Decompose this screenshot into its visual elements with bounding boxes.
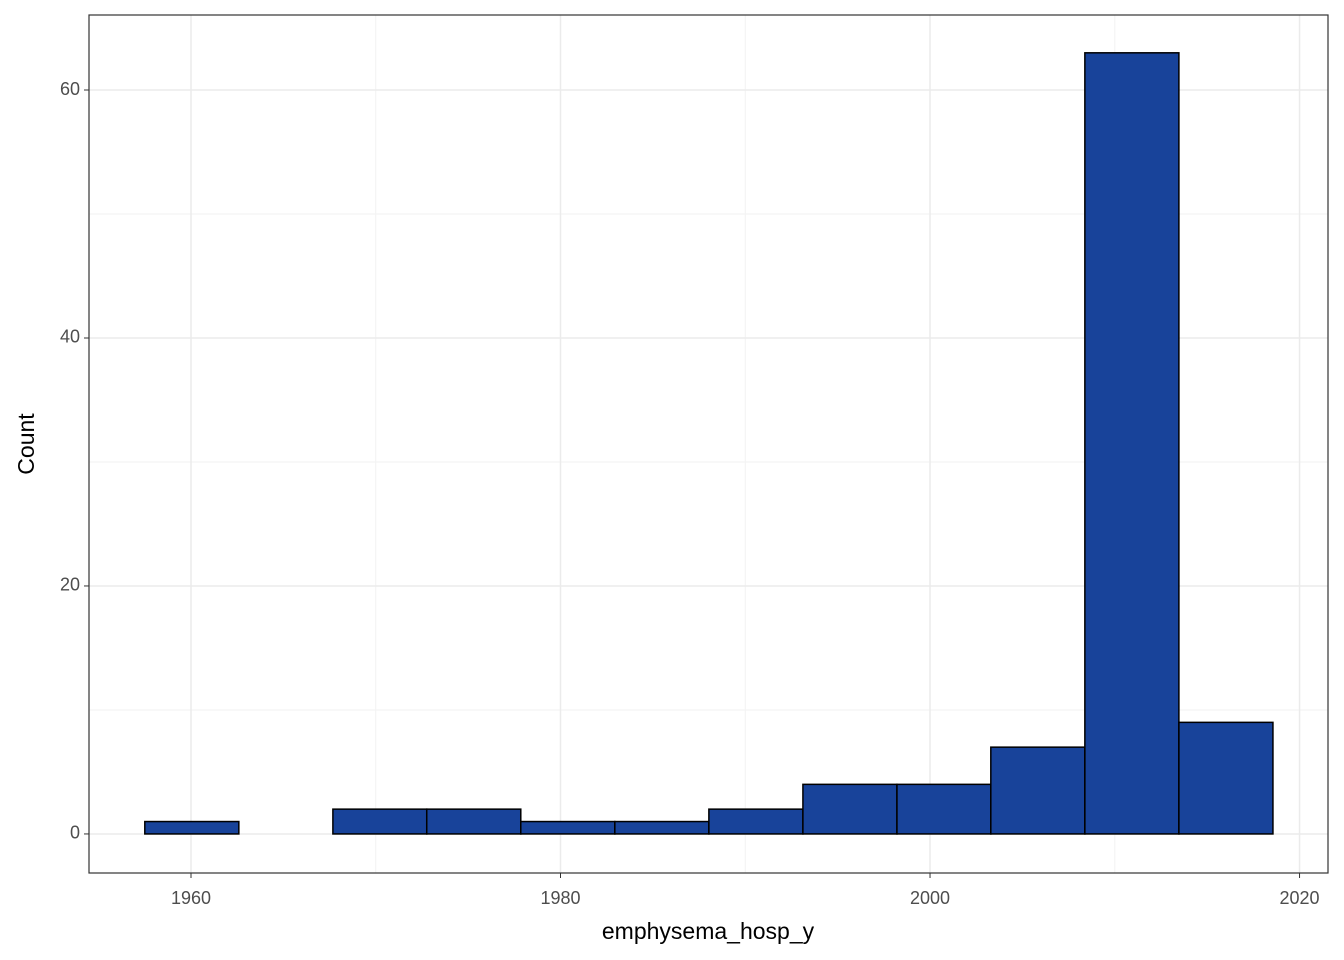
bar bbox=[708, 808, 804, 835]
panel-border bbox=[88, 14, 1329, 874]
x-tick-label: 2000 bbox=[910, 888, 950, 908]
y-tick-label: 40 bbox=[60, 327, 80, 347]
y-tick-label: 20 bbox=[60, 575, 80, 595]
y-tick-label: 0 bbox=[70, 823, 80, 843]
bar bbox=[896, 783, 992, 835]
bar bbox=[144, 820, 240, 835]
y-tick-label: 60 bbox=[60, 79, 80, 99]
bar bbox=[332, 808, 428, 835]
bar bbox=[990, 746, 1086, 835]
bar bbox=[1178, 721, 1274, 835]
bar bbox=[1084, 52, 1180, 835]
bar bbox=[802, 783, 898, 835]
x-axis-title: emphysema_hosp_y bbox=[602, 918, 815, 944]
x-tick-label: 2020 bbox=[1280, 888, 1320, 908]
bar bbox=[520, 820, 616, 835]
x-tick-label: 1960 bbox=[171, 888, 211, 908]
bar bbox=[425, 808, 522, 835]
x-tick-label: 1980 bbox=[540, 888, 580, 908]
bar bbox=[614, 820, 710, 835]
y-axis-title: Count bbox=[13, 413, 39, 475]
